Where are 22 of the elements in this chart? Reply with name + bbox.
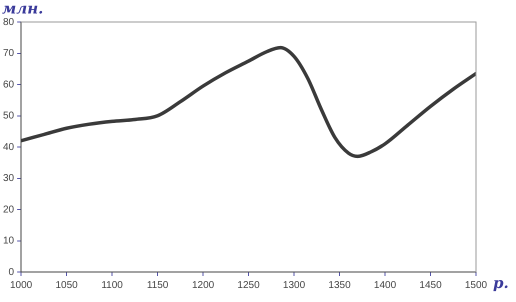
x-tick-label: 1150 xyxy=(146,280,169,291)
x-axis-title: р. xyxy=(493,274,509,292)
y-axis-title: млн. xyxy=(2,0,44,18)
x-tick-label: 1050 xyxy=(55,280,78,291)
x-tick-label: 1300 xyxy=(282,280,306,291)
y-tick-label: 10 xyxy=(3,236,15,246)
y-tick-label: 30 xyxy=(3,173,15,184)
y-tick-label: 50 xyxy=(3,110,15,122)
y-tick-label: 80 xyxy=(3,16,15,28)
y-tick-label: 20 xyxy=(3,204,15,216)
x-tick-label: 1200 xyxy=(192,280,215,291)
x-tick-label: 1450 xyxy=(419,280,442,291)
y-tick-label: 0 xyxy=(8,266,15,278)
y-tick-label: 60 xyxy=(3,79,15,90)
y-tick-label: 70 xyxy=(3,48,15,59)
x-tick-label: 1000 xyxy=(10,280,33,291)
x-tick-label: 1500 xyxy=(464,280,488,291)
x-tick-label: 1250 xyxy=(237,280,260,291)
x-tick-label: 1350 xyxy=(328,280,352,291)
x-tick-label: 1100 xyxy=(101,280,124,291)
y-tick-label: 40 xyxy=(3,142,15,153)
x-tick-label: 1400 xyxy=(374,280,397,291)
